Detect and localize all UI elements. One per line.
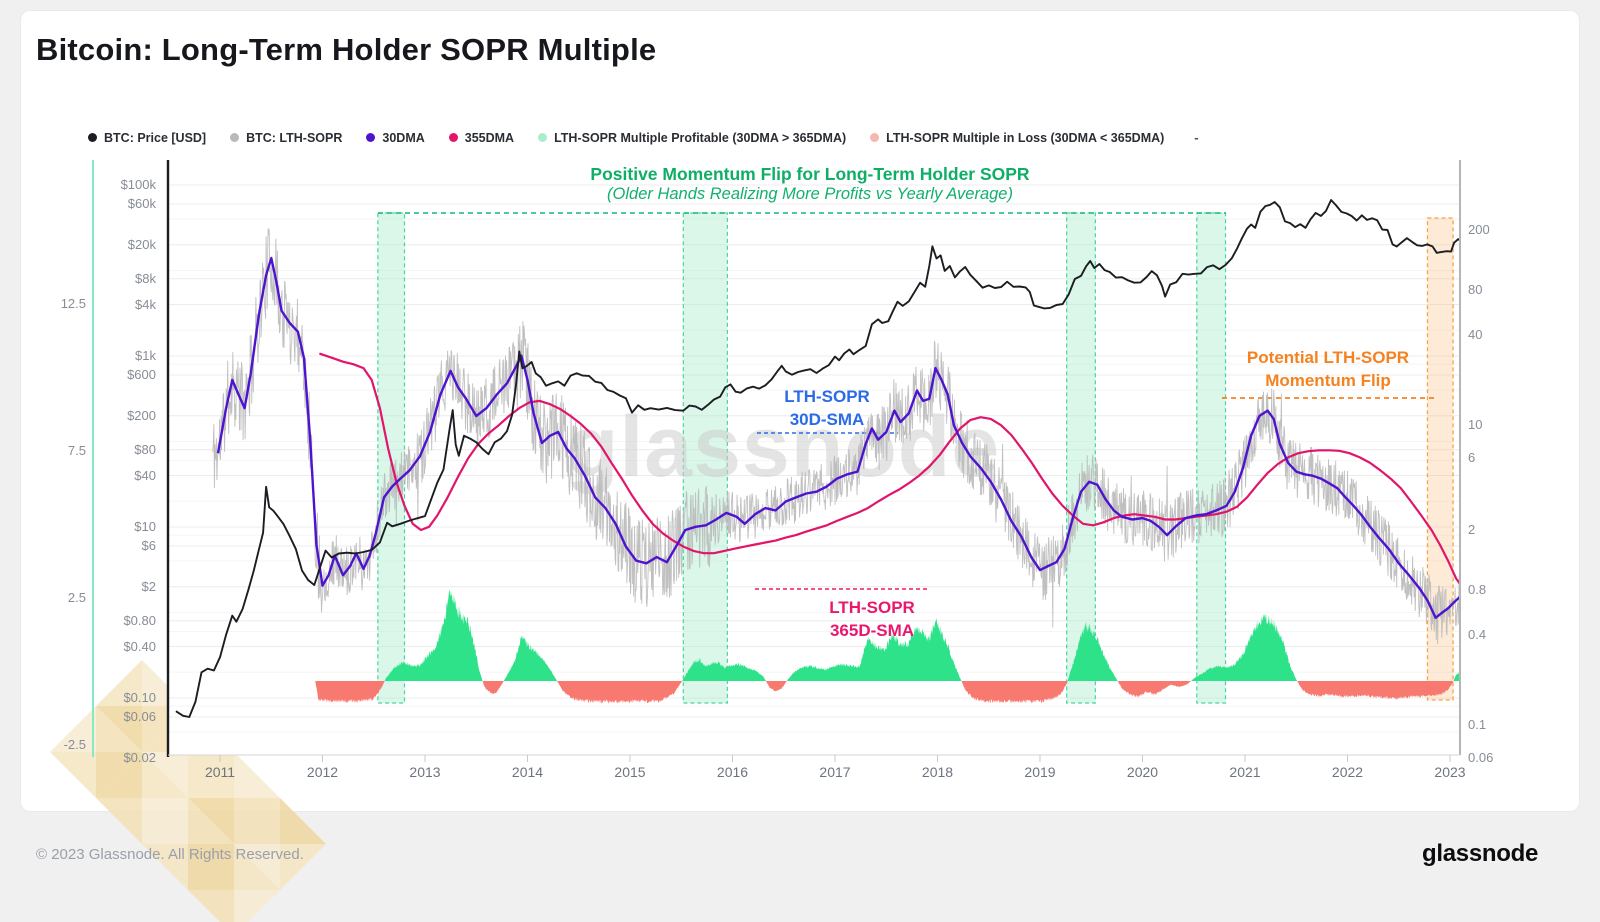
legend-label: 355DMA	[464, 130, 515, 145]
legend-label: BTC: Price [USD]	[104, 130, 207, 145]
band-profitable	[1196, 212, 1227, 704]
band-profitable	[1066, 212, 1096, 704]
glassnode-watermark: glassnode	[566, 399, 1000, 495]
legend-label: LTH-SOPR Multiple in Loss (30DMA < 365DM…	[886, 130, 1165, 145]
band-profitable	[682, 212, 728, 704]
series-momentum-positive-area	[315, 589, 1460, 681]
legend: BTC: Price [USD] BTC: LTH-SOPR 30DMA 355DMA…	[88, 130, 1199, 145]
legend-label: BTC: LTH-SOPR	[246, 130, 343, 145]
series-30dma-line	[216, 256, 1460, 619]
legend-dot-icon	[538, 133, 548, 142]
legend-dot-icon	[88, 133, 97, 142]
legend-suffix: -	[1194, 130, 1199, 145]
legend-item-lth-sopr-multiple-in-loss-30dma-365dma[interactable]: LTH-SOPR Multiple in Loss (30DMA < 365DM…	[870, 131, 1164, 145]
legend-item-355dma[interactable]: 355DMA	[448, 130, 515, 145]
series-btc-price-line	[175, 199, 1460, 718]
legend-item-lth-sopr-multiple-profitable-30dma-365dma[interactable]: LTH-SOPR Multiple Profitable (30DMA > 36…	[538, 131, 846, 145]
legend-dot-icon	[870, 133, 880, 142]
legend-dot-icon	[366, 133, 376, 142]
series-355dma-line	[319, 352, 1460, 586]
legend-item-30dma[interactable]: 30DMA	[366, 130, 425, 145]
legend-label: LTH-SOPR Multiple Profitable (30DMA > 36…	[554, 130, 847, 145]
legend-item-btc-price-usd[interactable]: BTC: Price [USD]	[88, 131, 206, 145]
series-momentum-negative-area	[315, 681, 1460, 704]
legend-dot-icon	[448, 133, 458, 142]
legend-dot-icon	[230, 133, 240, 142]
legend-item-btc-lth-sopr[interactable]: BTC: LTH-SOPR	[230, 131, 342, 145]
legend-label: 30DMA	[382, 130, 425, 145]
